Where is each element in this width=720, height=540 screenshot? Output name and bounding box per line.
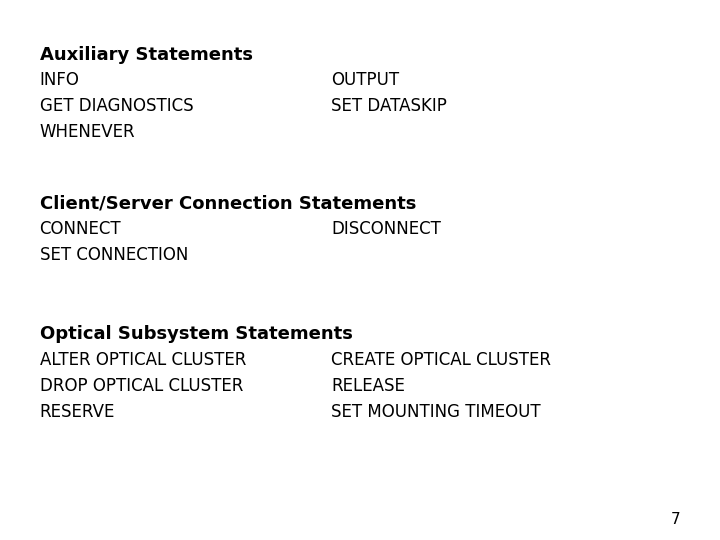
Text: SET DATASKIP: SET DATASKIP bbox=[331, 97, 447, 115]
Text: Optical Subsystem Statements: Optical Subsystem Statements bbox=[40, 325, 353, 343]
Text: CREATE OPTICAL CLUSTER: CREATE OPTICAL CLUSTER bbox=[331, 351, 552, 369]
Text: Client/Server Connection Statements: Client/Server Connection Statements bbox=[40, 194, 416, 212]
Text: 7: 7 bbox=[671, 511, 680, 526]
Text: OUTPUT: OUTPUT bbox=[331, 71, 400, 89]
Text: DROP OPTICAL CLUSTER: DROP OPTICAL CLUSTER bbox=[40, 377, 243, 395]
Text: Auxiliary Statements: Auxiliary Statements bbox=[40, 46, 253, 64]
Text: SET MOUNTING TIMEOUT: SET MOUNTING TIMEOUT bbox=[331, 403, 541, 421]
Text: INFO: INFO bbox=[40, 71, 79, 89]
Text: WHENEVER: WHENEVER bbox=[40, 123, 135, 141]
Text: DISCONNECT: DISCONNECT bbox=[331, 220, 441, 238]
Text: RELEASE: RELEASE bbox=[331, 377, 405, 395]
Text: GET DIAGNOSTICS: GET DIAGNOSTICS bbox=[40, 97, 193, 115]
Text: SET CONNECTION: SET CONNECTION bbox=[40, 246, 188, 264]
Text: ALTER OPTICAL CLUSTER: ALTER OPTICAL CLUSTER bbox=[40, 351, 246, 369]
Text: RESERVE: RESERVE bbox=[40, 403, 115, 421]
Text: CONNECT: CONNECT bbox=[40, 220, 121, 238]
